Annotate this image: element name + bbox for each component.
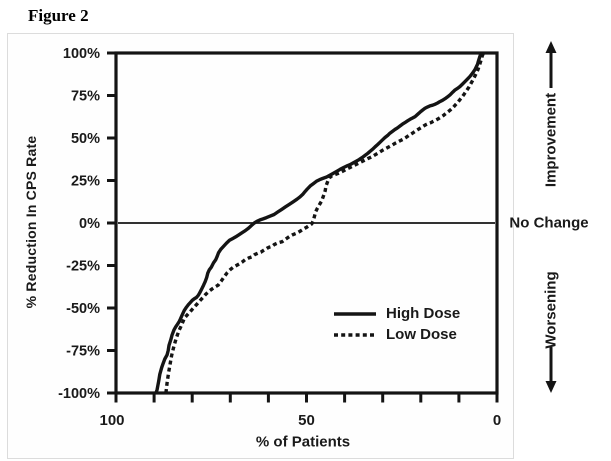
chart-legend: High Dose Low Dose xyxy=(334,303,460,345)
y-tick-label: 75% xyxy=(71,89,100,105)
improvement-arrowhead-icon xyxy=(545,41,557,53)
x-tick-label: 100 xyxy=(99,412,124,429)
legend-row-low-dose: Low Dose xyxy=(334,324,460,345)
improvement-annotation: Improvement xyxy=(542,92,560,188)
legend-row-high-dose: High Dose xyxy=(334,303,460,324)
legend-label-high-dose: High Dose xyxy=(386,305,461,322)
figure-title: Figure 2 xyxy=(28,6,89,25)
plot-border xyxy=(114,51,499,395)
y-tick-label: 50% xyxy=(71,131,100,147)
y-tick-label: 0% xyxy=(79,216,100,232)
series-high-dose xyxy=(154,52,483,394)
y-tick-label: 100% xyxy=(63,46,100,62)
worsening-arrowhead-icon xyxy=(545,381,557,393)
y-axis-title: % Reduction In CPS Rate xyxy=(23,135,39,309)
x-tick-label: 0 xyxy=(493,412,501,429)
figure-frame xyxy=(7,33,514,459)
series-low-dose xyxy=(164,52,485,394)
y-tick-label: -25% xyxy=(66,259,100,275)
no-change-annotation: No Change xyxy=(509,214,589,232)
y-tick-label: -100% xyxy=(58,386,100,402)
y-tick-label: 25% xyxy=(71,174,100,190)
y-tick-label: -75% xyxy=(66,344,100,360)
dashed-line-icon xyxy=(334,332,376,337)
solid-line-icon xyxy=(334,311,376,316)
worsening-annotation: Worsening xyxy=(542,271,560,349)
y-tick-label: -50% xyxy=(66,301,100,317)
x-tick-label: 50 xyxy=(298,412,315,429)
legend-label-low-dose: Low Dose xyxy=(386,326,457,343)
x-axis-title: % of Patients xyxy=(255,433,351,451)
